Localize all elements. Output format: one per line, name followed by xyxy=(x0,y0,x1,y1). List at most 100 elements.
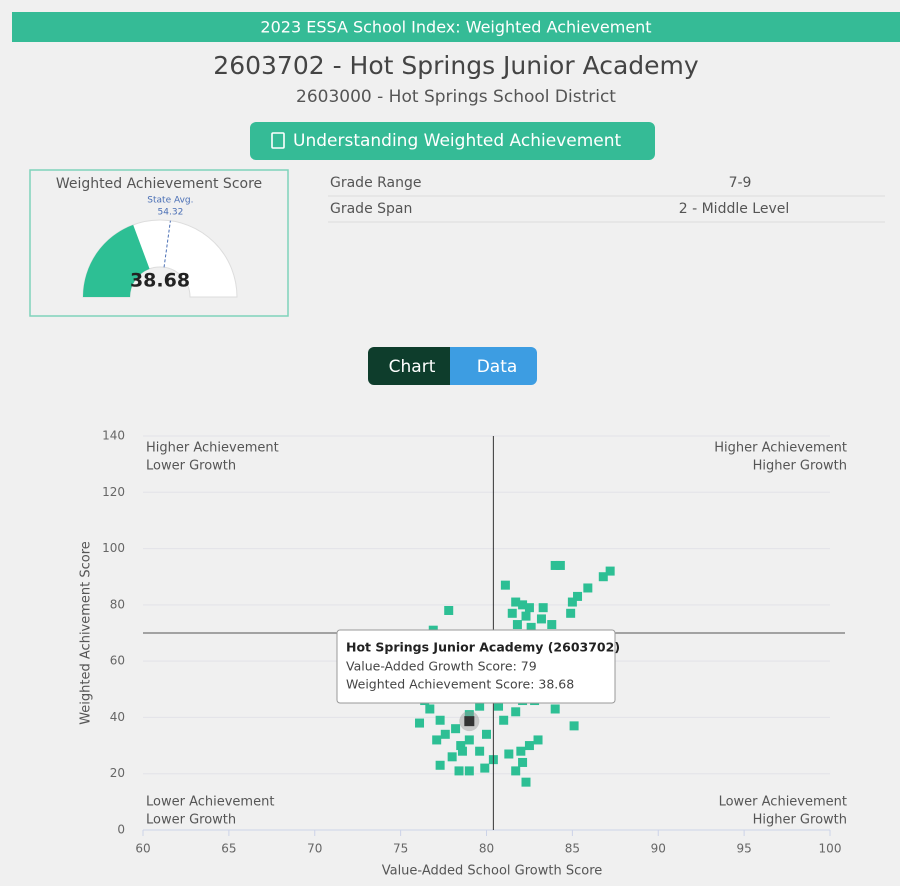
state-avg-label: State Avg. xyxy=(147,196,193,206)
point xyxy=(573,591,583,601)
point xyxy=(457,746,467,756)
point xyxy=(547,620,557,630)
point xyxy=(464,766,474,776)
point xyxy=(521,611,531,621)
x-tick-label: 80 xyxy=(479,842,494,856)
point xyxy=(526,622,536,632)
point xyxy=(524,741,534,751)
toggle-joint xyxy=(450,347,464,385)
point xyxy=(524,603,534,613)
point xyxy=(566,608,576,618)
district-subtitle: 2603000 - Hot Springs School District xyxy=(296,87,616,107)
button-text: Understanding Weighted Achievement xyxy=(293,131,621,151)
point xyxy=(583,583,593,593)
x-tick-label: 100 xyxy=(819,842,842,856)
tooltip xyxy=(336,629,616,704)
gauge-fill xyxy=(83,224,150,297)
point xyxy=(518,600,528,610)
point xyxy=(464,710,474,720)
info-value: 2 - Middle Level xyxy=(679,201,790,217)
point xyxy=(550,704,560,714)
point xyxy=(538,603,548,613)
point xyxy=(516,746,526,756)
point xyxy=(464,735,474,745)
point xyxy=(518,757,528,767)
x-tick-label: 90 xyxy=(651,842,666,856)
point xyxy=(500,580,510,590)
point xyxy=(511,597,521,607)
point xyxy=(444,605,454,615)
point xyxy=(550,560,560,570)
point xyxy=(533,735,543,745)
toggle-label[interactable]: Chart xyxy=(389,357,436,377)
point xyxy=(415,718,425,728)
point xyxy=(507,608,517,618)
y-tick-label: 100 xyxy=(102,541,125,555)
y-axis-label: Weighted Achivement Score xyxy=(79,541,94,725)
point xyxy=(456,741,466,751)
state-avg-value: 54.32 xyxy=(158,208,184,218)
state-avg-marker xyxy=(163,220,171,268)
tooltip-line: Weighted Achievement Score: 38.68 xyxy=(346,677,574,692)
point xyxy=(499,715,509,725)
x-tick-label: 85 xyxy=(565,842,580,856)
point xyxy=(569,721,579,731)
point xyxy=(504,749,514,759)
point xyxy=(447,752,457,762)
school-title: 2603702 - Hot Springs Junior Academy xyxy=(213,51,699,80)
gauge-title: Weighted Achievement Score xyxy=(56,176,262,192)
y-tick-label: 80 xyxy=(110,597,125,611)
point xyxy=(435,760,445,770)
y-tick-label: 0 xyxy=(117,823,125,837)
x-tick-label: 95 xyxy=(736,842,751,856)
gauge-box xyxy=(29,169,289,317)
point xyxy=(425,704,435,714)
gauge-value: 38.68 xyxy=(130,270,190,292)
y-tick-label: 140 xyxy=(102,429,125,443)
chart-toggle[interactable] xyxy=(368,347,458,385)
quadrant-label: Higher Achievement xyxy=(146,441,279,456)
point xyxy=(555,560,565,570)
y-tick-label: 60 xyxy=(110,654,125,668)
point xyxy=(511,766,521,776)
y-tick-label: 120 xyxy=(102,485,125,499)
x-axis-label: Value-Added School Growth Score xyxy=(382,864,603,879)
x-tick-label: 75 xyxy=(393,842,408,856)
point xyxy=(482,729,491,739)
understanding-button[interactable] xyxy=(250,122,655,160)
quadrant-label: Lower Growth xyxy=(146,813,236,828)
point xyxy=(454,766,464,776)
quadrant-label: Higher Achievement xyxy=(714,441,847,456)
y-tick-label: 40 xyxy=(110,710,125,724)
pdf-icon xyxy=(271,132,285,149)
info-value: 7-9 xyxy=(729,175,752,191)
quadrant-label: Lower Growth xyxy=(146,459,236,474)
y-tick-label: 20 xyxy=(110,766,125,780)
point xyxy=(567,597,577,607)
point xyxy=(536,614,546,624)
point xyxy=(475,701,485,711)
data-toggle[interactable] xyxy=(456,347,537,385)
x-tick-label: 65 xyxy=(221,842,236,856)
highlight-point xyxy=(464,716,475,727)
banner xyxy=(12,12,900,42)
tooltip-line: Value-Added Growth Score: 79 xyxy=(346,659,537,674)
point xyxy=(511,707,521,717)
x-tick-label: 70 xyxy=(307,842,322,856)
quadrant-label: Lower Achievement xyxy=(719,795,847,810)
point xyxy=(598,572,608,582)
point xyxy=(451,724,461,734)
info-label: Grade Span xyxy=(330,201,412,217)
x-tick-label: 60 xyxy=(135,842,150,856)
quadrant-label: Higher Growth xyxy=(753,459,847,474)
banner-text: 2023 ESSA School Index: Weighted Achieve… xyxy=(260,18,651,37)
point xyxy=(605,566,615,576)
toggle-label[interactable]: Data xyxy=(477,357,518,377)
info-label: Grade Range xyxy=(330,175,422,191)
point xyxy=(512,620,522,630)
tooltip-title: Hot Springs Junior Academy (2603702) xyxy=(346,640,620,655)
point xyxy=(480,763,490,773)
point xyxy=(521,777,531,787)
